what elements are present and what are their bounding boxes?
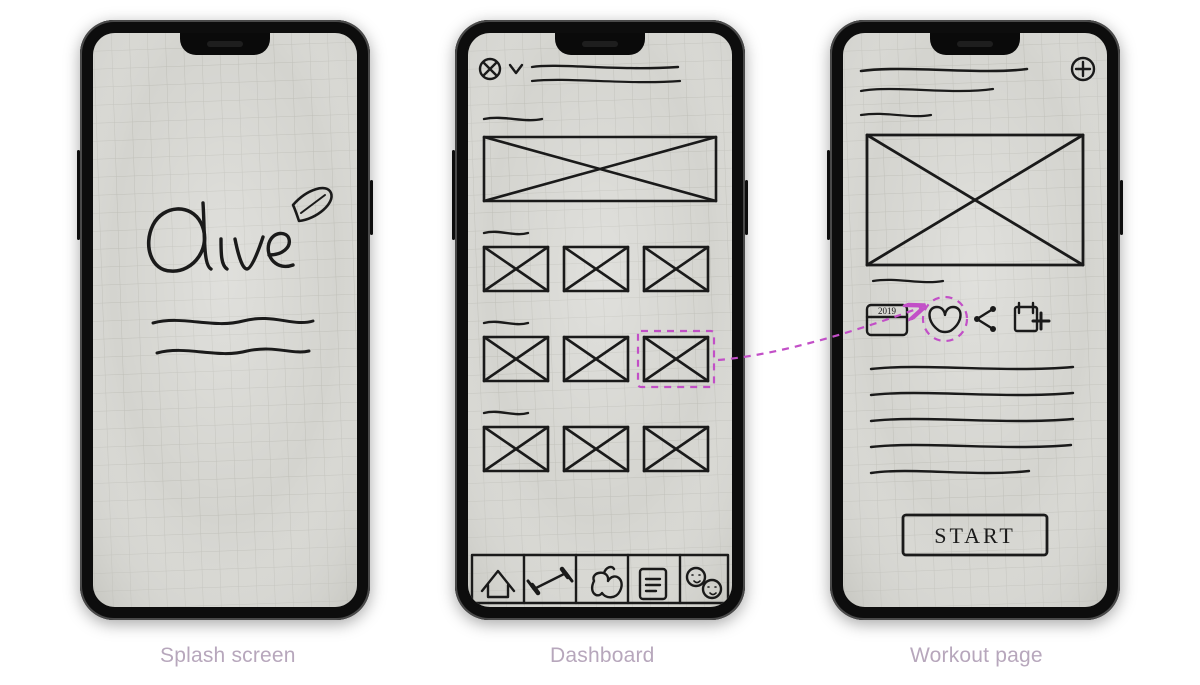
heart-icon[interactable] (930, 307, 961, 332)
phone-workout-screen: 2019 (843, 33, 1107, 607)
subtitle-squiggle-1 (861, 89, 993, 91)
tile-s3-3[interactable] (644, 427, 708, 471)
section3-label (484, 412, 528, 414)
caption-dashboard: Dashboard (550, 644, 655, 668)
dashboard-sketch (468, 33, 732, 607)
header-title-squiggle (532, 66, 678, 68)
phone-splash-screen (93, 33, 357, 607)
caption-splash: Splash screen (160, 644, 296, 668)
section2-label (484, 322, 528, 324)
tab-apple-icon[interactable] (592, 567, 622, 597)
section-prehead-squiggle (484, 118, 542, 120)
tile-s1-3[interactable] (644, 247, 708, 291)
caption-workout: Workout page (910, 644, 1043, 668)
add-button[interactable] (1072, 58, 1094, 80)
hero-image-placeholder[interactable] (484, 137, 716, 201)
tab-home-icon[interactable] (482, 571, 514, 597)
section1-label (484, 232, 528, 234)
phone-splash (80, 20, 370, 620)
tab-bar (472, 555, 728, 603)
logo-olive (149, 188, 332, 271)
tab-clipboard-icon[interactable] (640, 569, 666, 599)
start-button-label: START (934, 523, 1016, 548)
tile-s1-1[interactable] (484, 247, 548, 291)
splash-sketch (93, 33, 357, 607)
subtitle-squiggle-2 (861, 114, 931, 116)
phone-notch (555, 33, 645, 55)
workout-sketch: 2019 (843, 33, 1107, 607)
share-icon[interactable] (974, 306, 996, 332)
hero-caption-squiggle (873, 280, 943, 282)
hero-image-placeholder[interactable] (867, 135, 1083, 265)
title-squiggle (861, 69, 1027, 71)
tagline-squiggles (153, 318, 313, 353)
tab-smileys-icon[interactable] (687, 568, 721, 598)
tile-s2-3[interactable] (644, 337, 708, 381)
tile-s3-1[interactable] (484, 427, 548, 471)
dropdown-indicator[interactable] (510, 65, 522, 73)
tab-dumbbell-icon[interactable] (528, 569, 572, 593)
tile-s3-2[interactable] (564, 427, 628, 471)
phone-notch (930, 33, 1020, 55)
header-subtitle-squiggle (532, 80, 680, 82)
close-icon[interactable] (480, 59, 500, 79)
tile-s2-1[interactable] (484, 337, 548, 381)
phone-dashboard (455, 20, 745, 620)
date-chip[interactable]: 2019 (867, 305, 907, 335)
wireframe-stage: 2019 (0, 0, 1200, 685)
phone-workout: 2019 (830, 20, 1120, 620)
date-chip-text: 2019 (878, 306, 897, 316)
phone-dashboard-screen (468, 33, 732, 607)
tile-s1-2[interactable] (564, 247, 628, 291)
body-text-squiggles (871, 367, 1073, 473)
tile-s2-2[interactable] (564, 337, 628, 381)
add-to-plan-icon[interactable] (1015, 303, 1049, 331)
phone-notch (180, 33, 270, 55)
